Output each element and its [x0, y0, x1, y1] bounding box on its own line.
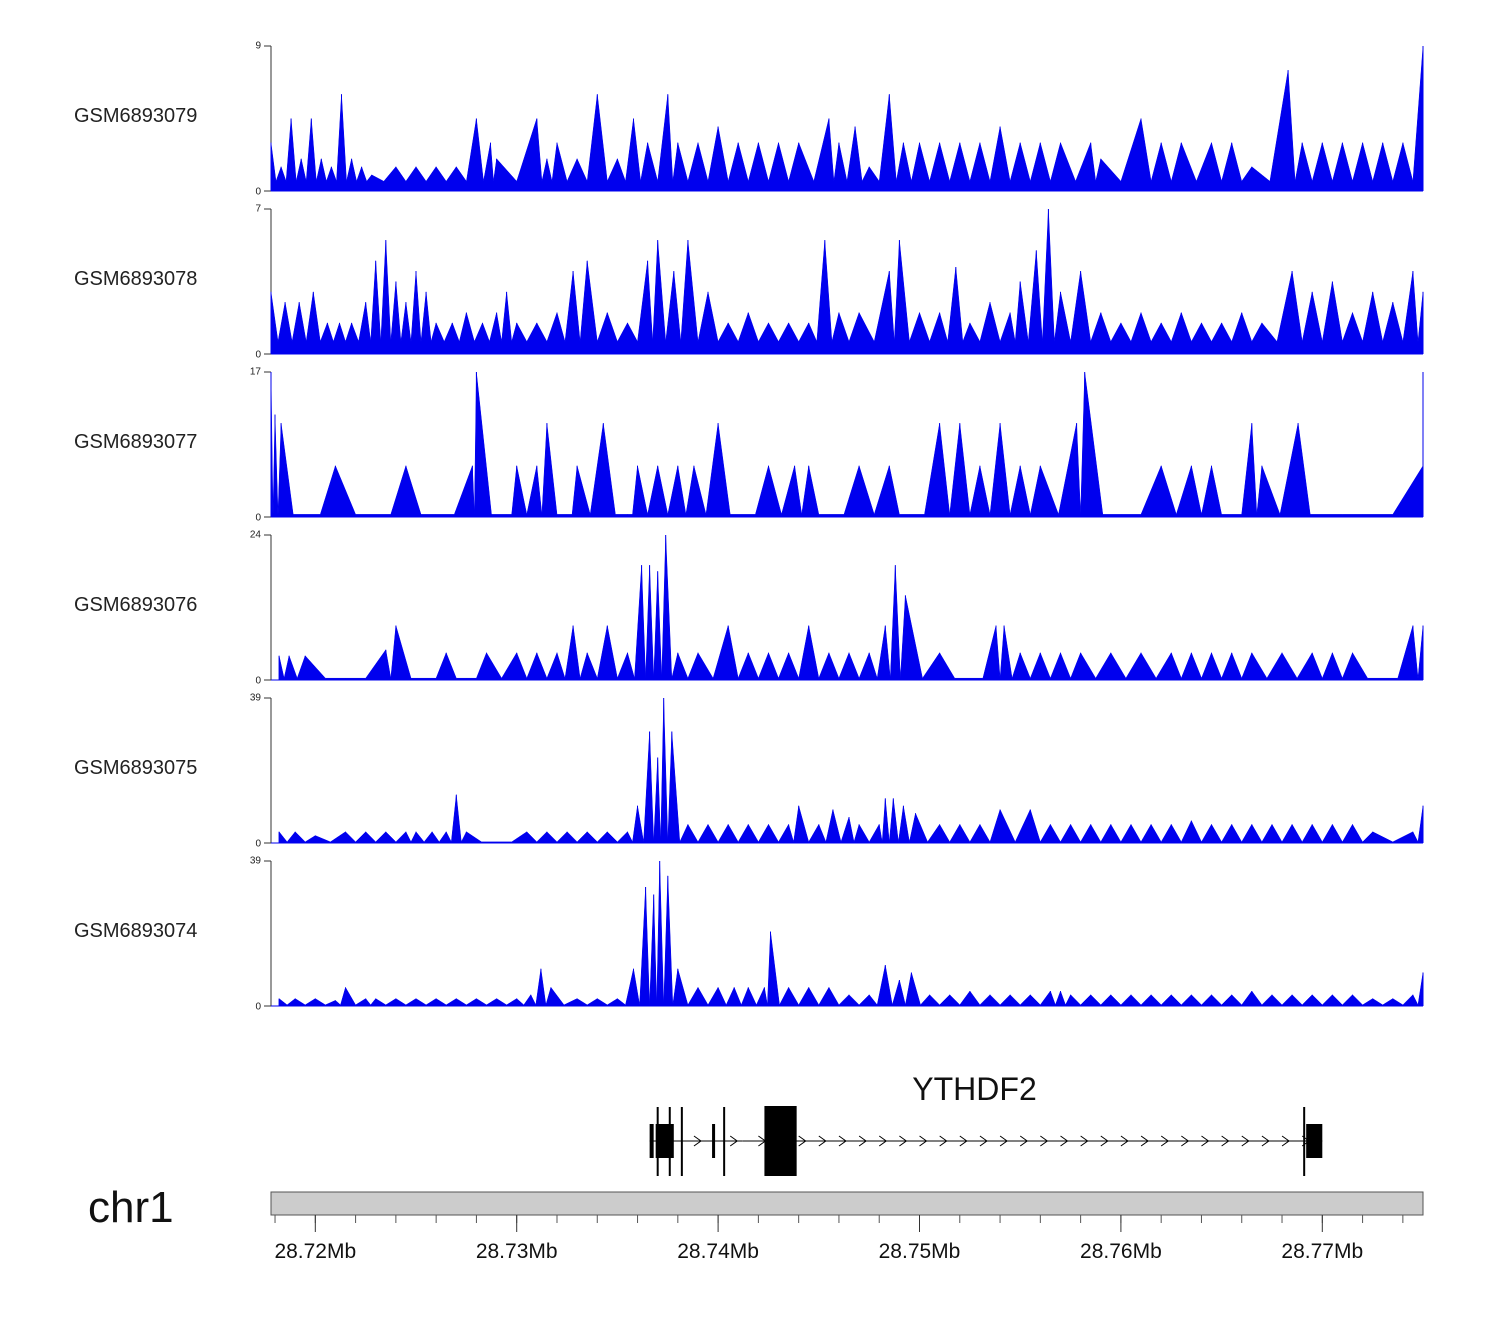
y-tick-label-zero: 0: [255, 1002, 261, 1013]
x-tick-label: 28.77Mb: [1281, 1240, 1363, 1263]
strand-chevron: [939, 1135, 948, 1147]
coverage-area-GSM6893076: [278, 534, 1424, 681]
strand-chevron: [999, 1135, 1008, 1147]
gene-exon: [1306, 1124, 1323, 1158]
x-tick-label: 28.76Mb: [1080, 1240, 1162, 1263]
strand-chevron: [838, 1135, 847, 1147]
gene-exon: [764, 1106, 797, 1176]
y-tick-label-max: 7: [255, 204, 261, 215]
x-tick-label: 28.72Mb: [274, 1240, 356, 1263]
strand-chevron: [1221, 1135, 1230, 1147]
gene-exon: [649, 1124, 654, 1158]
strand-chevron: [1201, 1135, 1210, 1147]
y-tick-label-max: 9: [255, 41, 261, 52]
track-label-GSM6893075: GSM6893075: [74, 757, 197, 779]
strand-chevron: [899, 1135, 908, 1147]
strand-chevron: [1120, 1135, 1129, 1147]
track-label-GSM6893078: GSM6893078: [74, 268, 197, 290]
strand-chevron: [1100, 1135, 1109, 1147]
strand-chevron: [959, 1135, 968, 1147]
track-label-GSM6893077: GSM6893077: [74, 431, 197, 453]
y-tick-label-zero: 0: [255, 839, 261, 850]
y-tick-label-zero: 0: [255, 676, 261, 687]
coverage-area-GSM6893077: [270, 371, 1424, 518]
strand-chevron: [1019, 1135, 1029, 1147]
strand-chevron: [798, 1135, 807, 1147]
gene-label: YTHDF2: [912, 1071, 1036, 1107]
strand-chevron: [818, 1135, 827, 1147]
strand-chevron: [919, 1135, 928, 1147]
y-tick-label-max: 17: [250, 367, 262, 378]
coverage-area-GSM6893074: [278, 860, 1424, 1007]
track-label-GSM6893079: GSM6893079: [74, 105, 197, 127]
y-tick-label-zero: 0: [255, 187, 261, 198]
x-tick-label: 28.74Mb: [677, 1240, 759, 1263]
y-tick-label-max: 24: [250, 530, 262, 541]
strand-chevron: [858, 1135, 867, 1147]
x-tick-label: 28.73Mb: [476, 1240, 558, 1263]
strand-chevron: [1241, 1135, 1250, 1147]
gene-exon: [712, 1124, 716, 1158]
x-tick-label: 28.75Mb: [879, 1240, 961, 1263]
strand-chevron: [979, 1135, 988, 1147]
strand-chevron: [1060, 1135, 1069, 1147]
strand-chevron: [1140, 1135, 1149, 1147]
strand-chevron: [1281, 1135, 1290, 1147]
strand-chevron: [1160, 1135, 1170, 1147]
y-tick-label-zero: 0: [255, 350, 261, 361]
coverage-area-GSM6893079: [270, 45, 1424, 192]
strand-chevron: [1040, 1135, 1049, 1147]
y-tick-label-max: 39: [250, 856, 262, 867]
coverage-area-GSM6893078: [270, 208, 1424, 355]
track-label-GSM6893076: GSM6893076: [74, 594, 197, 616]
chromosome-bar: [270, 1191, 1424, 1216]
coverage-area-GSM6893075: [278, 697, 1424, 844]
chromosome-label: chr1: [88, 1183, 174, 1232]
y-tick-label-max: 39: [250, 693, 262, 704]
strand-chevron: [878, 1135, 888, 1147]
strand-chevron: [1181, 1135, 1190, 1147]
y-tick-label-zero: 0: [255, 513, 261, 524]
strand-chevron: [1080, 1135, 1089, 1147]
track-label-GSM6893074: GSM6893074: [74, 920, 197, 942]
strand-chevron: [1261, 1135, 1270, 1147]
